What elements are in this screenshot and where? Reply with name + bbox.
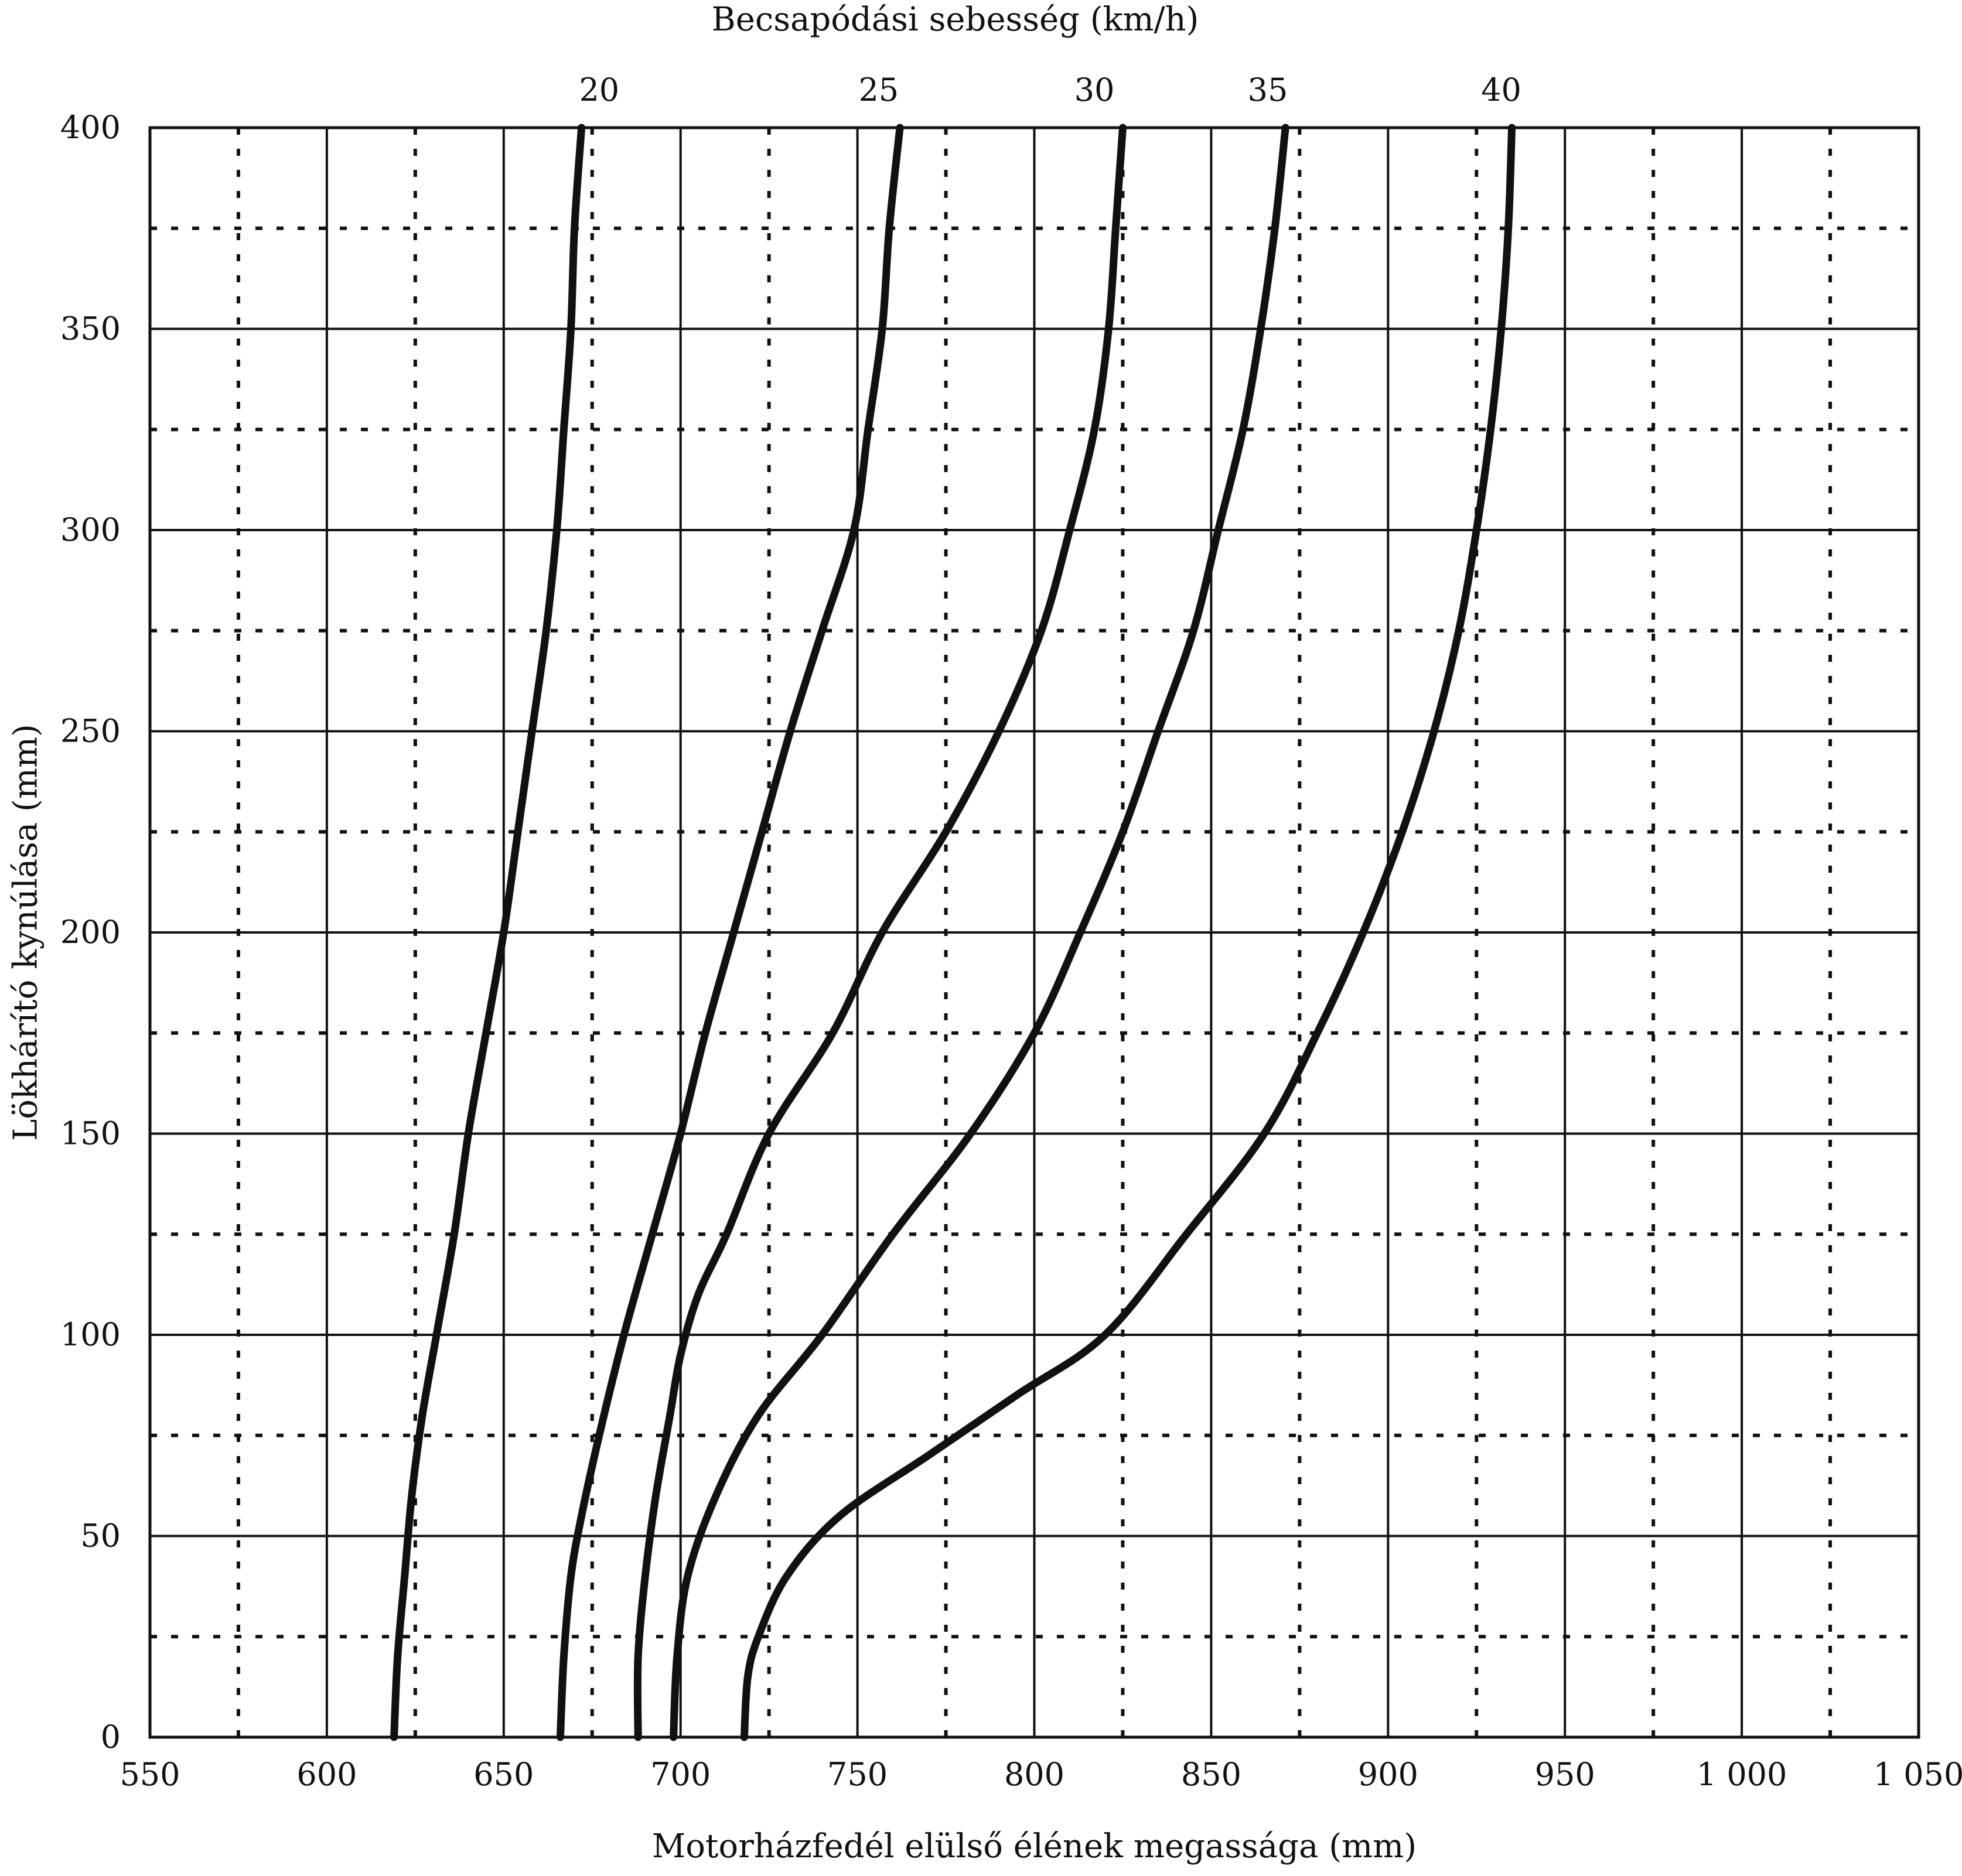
y-tick-label: 100 — [60, 1316, 121, 1353]
x-tick-label: 650 — [473, 1756, 534, 1793]
y-tick-label: 350 — [60, 310, 121, 347]
series-label-25: 25 — [858, 71, 899, 108]
x-tick-label: 900 — [1358, 1756, 1418, 1793]
x-tick-label: 1 050 — [1874, 1756, 1962, 1793]
series-label-40: 40 — [1481, 71, 1521, 108]
plot-frame — [148, 126, 1920, 1739]
y-tick-label: 150 — [60, 1115, 121, 1152]
tick-labels: 550 600 650 700 750 800 850 900 950 1 000 1 050 0 50… — [60, 109, 1962, 1793]
x-tick-label: 750 — [827, 1756, 888, 1793]
x-tick-label: 1 000 — [1697, 1756, 1787, 1793]
y-tick-label: 200 — [60, 914, 121, 951]
series-line-35 — [670, 124, 1289, 1741]
y-tick-label: 0 — [101, 1718, 121, 1755]
x-tick-label: 850 — [1181, 1756, 1241, 1793]
series-lines — [390, 124, 1516, 1741]
series-labels: 20 25 30 35 40 — [579, 71, 1521, 108]
x-tick-label: 800 — [1004, 1756, 1064, 1793]
series-line-30 — [633, 124, 1127, 1741]
series-label-20: 20 — [579, 71, 619, 108]
y-tick-label: 300 — [60, 511, 121, 548]
top-axis-title: Becsapódási sebesség (km/h) — [712, 1, 1199, 39]
x-axis-title: Motorházfedél elülső élének megassága (m… — [652, 1827, 1417, 1865]
y-tick-label: 400 — [60, 109, 121, 146]
series-label-35: 35 — [1248, 71, 1288, 108]
series-line-20 — [390, 124, 586, 1741]
y-tick-label: 250 — [60, 713, 121, 750]
y-tick-label: 50 — [80, 1518, 121, 1554]
x-tick-label: 600 — [296, 1756, 357, 1793]
x-tick-label: 550 — [120, 1756, 180, 1793]
x-tick-label: 700 — [650, 1756, 711, 1793]
y-axis-title: Lökhárító kynúlása (mm) — [7, 724, 45, 1141]
series-label-30: 30 — [1074, 71, 1115, 108]
x-tick-label: 950 — [1535, 1756, 1595, 1793]
series-line-25 — [556, 124, 904, 1741]
series-line-40 — [740, 124, 1516, 1741]
